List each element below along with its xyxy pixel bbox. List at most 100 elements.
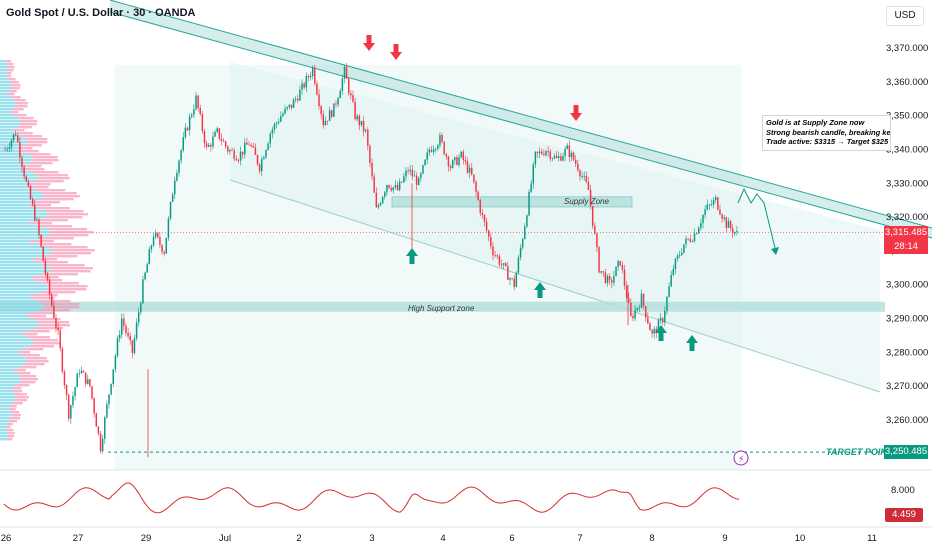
candle [693, 228, 696, 243]
candle [714, 194, 717, 203]
candle-body [538, 151, 541, 153]
candle-body [695, 233, 698, 235]
candle [205, 140, 208, 150]
candle-body [521, 238, 524, 248]
volume-profile-bar [0, 168, 25, 171]
candle [216, 126, 218, 134]
candle [178, 159, 180, 177]
candle-body [657, 320, 660, 333]
candle [174, 176, 176, 199]
arrow-shaft [409, 256, 415, 264]
candle [490, 232, 492, 250]
candle [288, 104, 291, 110]
candle-body [116, 338, 119, 356]
candle-body [649, 323, 651, 331]
volume-profile-bar [15, 105, 28, 108]
candle [507, 261, 509, 280]
candle [460, 150, 462, 159]
candle [619, 260, 622, 267]
candle-body [401, 181, 403, 183]
candle-body [698, 227, 700, 234]
candle [659, 313, 662, 325]
candle-body [350, 93, 352, 96]
candle [702, 213, 704, 229]
candle-body [570, 152, 573, 158]
candle [362, 116, 365, 137]
candle-body [468, 167, 471, 173]
candle [706, 199, 708, 211]
symbol-title[interactable]: Gold Spot / U.S. Dollar · 30 · OANDA [6, 7, 196, 19]
annotation-note[interactable]: Gold is at Supply Zone now Strong bearis… [762, 115, 891, 151]
volume-profile-bar [0, 141, 27, 144]
candle-body [277, 121, 280, 123]
volume-profile-bar [0, 105, 16, 108]
candle-body [311, 67, 314, 76]
candle-body [377, 205, 380, 208]
candle [258, 162, 261, 174]
candle-body [541, 151, 543, 154]
candle [644, 305, 647, 322]
candle-body [659, 318, 662, 321]
volume-profile-bar [14, 114, 27, 117]
volume-profile-bar [48, 213, 88, 216]
candle [405, 166, 407, 182]
volume-profile-bar [15, 102, 29, 105]
candle-body [729, 221, 732, 229]
volume-profile-bar [43, 282, 79, 285]
candle [148, 246, 151, 265]
candle-body [449, 166, 452, 168]
candle [734, 231, 736, 236]
candle-body [123, 318, 125, 326]
candle [4, 146, 6, 151]
volume-profile-bar [0, 255, 43, 258]
x-tick-label: 26 [1, 533, 12, 544]
volume-profile-bar [43, 195, 80, 198]
candle [42, 246, 44, 262]
volume-profile-bar [0, 324, 39, 327]
candle [29, 184, 32, 200]
volume-profile-bar [8, 408, 16, 411]
candle-body [634, 309, 636, 319]
candle-body [615, 266, 617, 277]
candle-body [706, 204, 708, 210]
volume-profile-bar [0, 423, 7, 426]
volume-profile-bar [26, 141, 48, 144]
candle-body [195, 95, 197, 110]
volume-profile-bar [46, 264, 85, 267]
candle [708, 203, 711, 211]
candle-body [409, 169, 411, 172]
candle [184, 123, 187, 140]
candle [337, 96, 339, 107]
candle-body [460, 151, 462, 158]
candle [38, 217, 40, 240]
candle-body [647, 317, 649, 324]
candle-body [494, 255, 496, 257]
candle-body [710, 204, 713, 206]
candle-body [560, 156, 562, 161]
candle [106, 400, 108, 419]
bearish-arrow [363, 35, 375, 51]
volume-profile-bar [38, 321, 70, 324]
candle [642, 293, 645, 310]
candle-body [275, 122, 278, 124]
candle-body [301, 83, 303, 90]
candle-body [4, 149, 6, 151]
volume-profile-bar [32, 171, 59, 174]
candle [481, 208, 484, 219]
volume-profile-bar [12, 390, 23, 393]
candle [176, 169, 178, 183]
candle-body [184, 127, 187, 138]
volume-profile-bar [0, 369, 15, 372]
candle [67, 393, 70, 422]
currency-button[interactable]: USD [886, 6, 924, 26]
volume-profile-bar [7, 435, 15, 438]
candle-body [17, 135, 19, 143]
candle [188, 113, 191, 136]
volume-profile-bar [47, 228, 88, 231]
volume-profile-bar [10, 87, 20, 90]
candle [27, 179, 30, 188]
candle [212, 131, 214, 150]
volume-profile-bar [0, 372, 17, 375]
candle-body [572, 152, 575, 161]
